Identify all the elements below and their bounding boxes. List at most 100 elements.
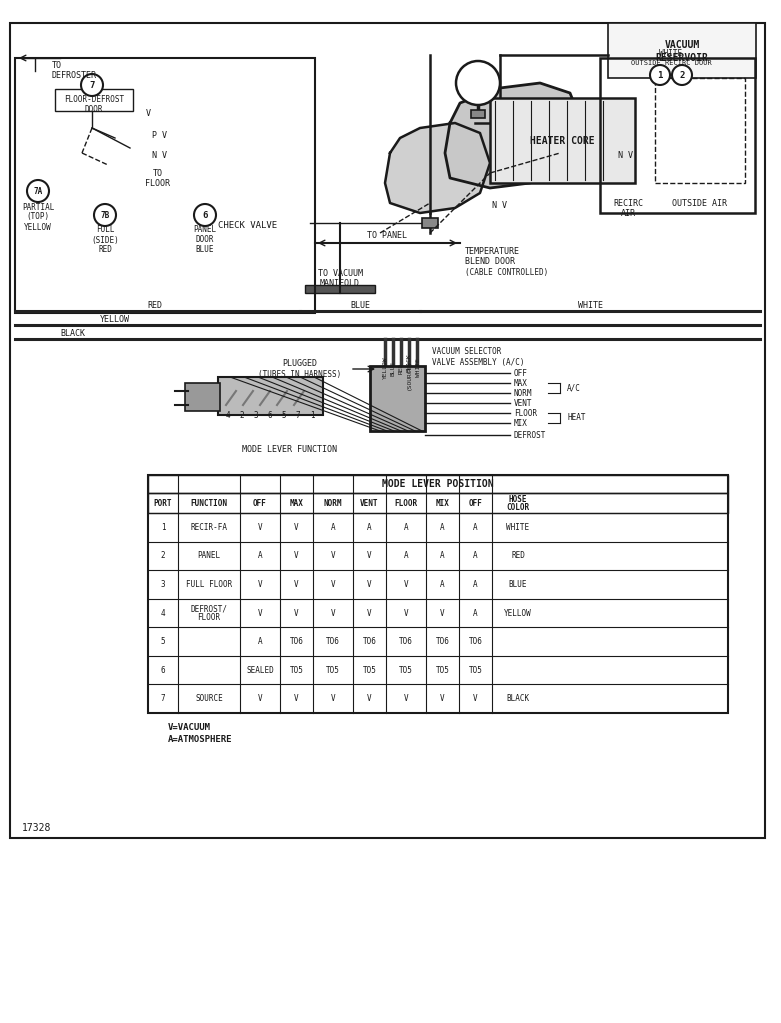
Text: 4: 4 (161, 609, 166, 618)
Text: TO5: TO5 (362, 666, 376, 674)
Text: FULL FLOOR: FULL FLOOR (186, 580, 232, 589)
Text: V: V (294, 695, 299, 703)
Text: V: V (473, 695, 478, 703)
Text: FLOOR: FLOOR (145, 179, 170, 188)
Bar (15, 58, 315, 313)
Text: V: V (404, 580, 408, 589)
Text: TO6: TO6 (362, 637, 376, 647)
Text: HEATER CORE: HEATER CORE (530, 136, 594, 146)
Text: HEAT: HEAT (567, 413, 586, 422)
Text: V: V (367, 609, 372, 618)
Text: 5: 5 (282, 410, 287, 419)
Text: N V: N V (618, 150, 633, 160)
Text: MANIFOLD: MANIFOLD (320, 279, 360, 288)
Text: 2: 2 (161, 551, 166, 561)
Text: OFF: OFF (253, 498, 267, 507)
Text: TO5: TO5 (436, 666, 449, 674)
Text: OFF: OFF (514, 368, 528, 377)
Text: RESERVOIR: RESERVOIR (655, 53, 708, 63)
Text: SEALED: SEALED (246, 666, 274, 674)
Circle shape (94, 204, 116, 226)
Text: FUNCTION: FUNCTION (191, 498, 227, 507)
Text: (TOP): (TOP) (27, 213, 49, 222)
Text: V: V (404, 695, 408, 703)
Circle shape (650, 65, 670, 85)
Bar (218, 377, 323, 415)
Text: VACUUM: VACUUM (665, 40, 700, 50)
Text: VALVE ASSEMBLY (A/C): VALVE ASSEMBLY (A/C) (432, 357, 525, 366)
Circle shape (194, 204, 216, 226)
Text: TO5: TO5 (326, 666, 340, 674)
Text: TO PANEL: TO PANEL (367, 230, 407, 239)
Text: OUTSIDE AIR: OUTSIDE AIR (672, 198, 727, 208)
Text: 3: 3 (254, 410, 259, 419)
Text: MIX: MIX (514, 418, 528, 428)
Bar (185, 383, 220, 411)
Bar (490, 98, 635, 183)
Text: VENT: VENT (360, 498, 379, 507)
Text: TO5: TO5 (399, 666, 413, 674)
Text: MAX: MAX (514, 379, 528, 388)
Text: V: V (258, 609, 262, 618)
Text: HOSE: HOSE (508, 495, 527, 504)
Text: A: A (258, 551, 262, 561)
Text: FLOOR: FLOOR (198, 613, 220, 622)
Text: (SIDE): (SIDE) (91, 235, 119, 244)
Text: TO6: TO6 (399, 637, 413, 647)
Text: V: V (330, 609, 335, 618)
Text: FLOOR: FLOOR (514, 408, 537, 417)
Text: YELLOW: YELLOW (504, 609, 532, 618)
Text: DOOR: DOOR (196, 235, 214, 244)
Text: BLACK: BLACK (506, 695, 530, 703)
Text: WHITE: WHITE (506, 523, 530, 532)
Text: A: A (473, 523, 478, 532)
Text: NORM: NORM (514, 389, 533, 398)
Text: N V: N V (152, 150, 167, 160)
Bar (305, 285, 375, 293)
Bar (55, 89, 133, 112)
Text: 17328: 17328 (22, 822, 52, 833)
Polygon shape (385, 123, 490, 213)
Text: A: A (367, 523, 372, 532)
Text: YELLOW: YELLOW (383, 357, 387, 380)
Circle shape (81, 74, 103, 96)
Text: MIX: MIX (436, 498, 449, 507)
Text: V: V (258, 523, 262, 532)
Text: A: A (258, 637, 262, 647)
Text: A: A (473, 551, 478, 561)
Text: 6: 6 (202, 211, 208, 220)
Bar (148, 493, 728, 513)
Text: DEFROSTER: DEFROSTER (52, 72, 97, 81)
Text: TO6: TO6 (436, 637, 449, 647)
Text: 6: 6 (161, 666, 166, 674)
Text: V: V (258, 580, 262, 589)
Text: 7: 7 (296, 410, 301, 419)
Text: RED: RED (511, 551, 525, 561)
Text: (TUBES IN HARNESS): (TUBES IN HARNESS) (259, 370, 341, 380)
Text: TO5: TO5 (290, 666, 304, 674)
Text: 7: 7 (161, 695, 166, 703)
Text: BLUE: BLUE (196, 246, 214, 255)
Text: V: V (294, 523, 299, 532)
Text: OFF: OFF (469, 498, 483, 507)
Text: A: A (473, 580, 478, 589)
Text: TO: TO (52, 60, 62, 70)
Text: 3: 3 (161, 580, 166, 589)
Text: MAX: MAX (290, 498, 304, 507)
Text: V: V (367, 580, 372, 589)
Text: WHITE: WHITE (416, 359, 422, 377)
Text: V: V (404, 609, 408, 618)
Text: RED: RED (398, 362, 404, 373)
Text: V: V (258, 695, 262, 703)
Text: CHECK VALVE: CHECK VALVE (218, 221, 277, 229)
Text: RECIRC: RECIRC (613, 198, 643, 208)
Text: PARTIAL: PARTIAL (22, 203, 54, 212)
Text: DEFROST: DEFROST (514, 431, 547, 440)
Text: TO6: TO6 (290, 637, 304, 647)
Text: YELLOW: YELLOW (100, 314, 130, 323)
Bar (148, 475, 728, 713)
Text: 7: 7 (89, 81, 95, 89)
Text: MODE LEVER POSITION: MODE LEVER POSITION (382, 479, 494, 489)
Circle shape (456, 61, 500, 105)
Text: WHITE: WHITE (659, 48, 683, 57)
